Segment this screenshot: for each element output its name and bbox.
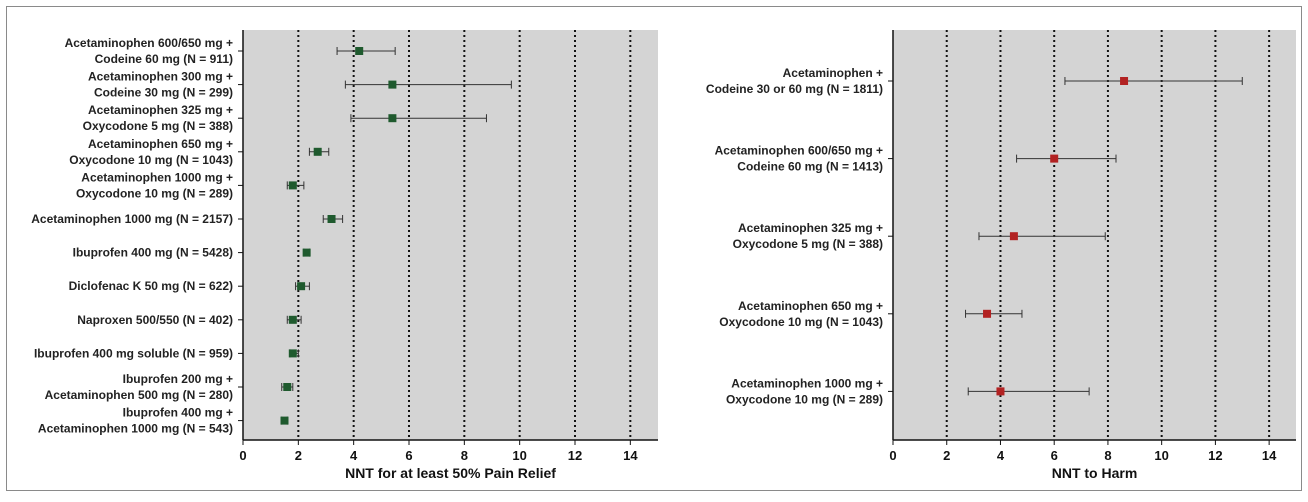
row-label-line: Ibuprofen 400 mg soluble (N = 959) — [34, 346, 233, 360]
x-tick-label: 8 — [461, 448, 468, 463]
row-label: Acetaminophen + Codeine 30 or 60 mg (N = … — [706, 66, 883, 96]
nnt-point — [288, 181, 297, 190]
x-tick-label: 0 — [239, 448, 246, 463]
row-label-line: Acetaminophen 1000 mg (N = 2157) — [31, 212, 233, 226]
row-label: Acetaminophen 1000 mg (N = 2157) — [31, 212, 233, 226]
nnt-point — [1120, 77, 1129, 85]
row-label: Ibuprofen 400 mg + Acetaminophen 1000 mg … — [38, 406, 233, 436]
row-label-line: Acetaminophen 325 mg + — [88, 103, 233, 117]
row-label-line: Acetaminophen 1000 mg + — [731, 376, 883, 390]
nnt-point — [313, 147, 322, 156]
row-label-line: Oxycodone 10 mg (N = 289) — [726, 392, 883, 406]
x-tick-label: 0 — [889, 448, 896, 463]
row-label-line: Acetaminophen 300 mg + — [88, 70, 233, 84]
harm-panel: 0 2 4 6 8 10 12 14 NNT to Harm Acetaminophen + Cod… — [706, 30, 1296, 481]
row-label-line: Acetaminophen 1000 mg + — [81, 170, 233, 184]
nnt-point — [302, 248, 311, 257]
row-label: Acetaminophen 600/650 mg + Codeine 60 mg … — [65, 36, 233, 66]
nnt-point — [1050, 154, 1059, 163]
row-label: Acetaminophen 600/650 mg + Codeine 60 mg … — [715, 144, 883, 174]
row-label-line: Acetaminophen + — [783, 66, 883, 80]
nnt-point — [355, 47, 364, 55]
nnt-point — [388, 80, 397, 89]
row-label-line: Naproxen 500/550 (N = 402) — [77, 313, 233, 327]
x-tick-label: 2 — [295, 448, 302, 463]
nnt-point — [288, 315, 297, 324]
nnt-point — [1009, 232, 1018, 241]
row-label: Acetaminophen 300 mg + Codeine 30 mg (N =… — [88, 70, 233, 100]
row-label: Naproxen 500/550 (N = 402) — [77, 313, 233, 327]
x-tick-label: 8 — [1104, 448, 1111, 463]
row-label-line: Acetaminophen 1000 mg (N = 543) — [38, 422, 233, 436]
nnt-point — [288, 349, 297, 358]
x-tick-label: 2 — [943, 448, 950, 463]
row-label-line: Codeine 60 mg (N = 911) — [95, 52, 233, 66]
nnt-point — [388, 114, 397, 123]
row-label-line: Oxycodone 5 mg (N = 388) — [733, 237, 883, 251]
row-label: Acetaminophen 650 mg + Oxycodone 10 mg (N… — [69, 137, 233, 167]
row-label-line: Codeine 30 mg (N = 299) — [94, 86, 233, 100]
row-label-line: Codeine 60 mg (N = 1413) — [737, 160, 883, 174]
row-label: Acetaminophen 325 mg + Oxycodone 5 mg (N … — [733, 221, 883, 251]
nnt-point — [996, 387, 1005, 396]
row-label-line: Acetaminophen 325 mg + — [738, 221, 883, 235]
row-label: Ibuprofen 400 mg soluble (N = 959) — [34, 346, 233, 360]
nnt-point — [297, 282, 306, 291]
row-label-line: Acetaminophen 650 mg + — [738, 299, 883, 313]
plot-area — [243, 30, 658, 440]
nnt-point — [983, 309, 992, 318]
row-label: Acetaminophen 650 mg + Oxycodone 10 mg (N… — [719, 299, 883, 329]
pain-relief-panel: 0 2 4 6 8 10 12 14 NNT for at least 50% Pain Rel… — [31, 30, 658, 481]
row-label-line: Acetaminophen 600/650 mg + — [715, 144, 883, 158]
x-tick-label: 10 — [1154, 448, 1168, 463]
row-label-line: Oxycodone 10 mg (N = 1043) — [69, 153, 233, 167]
x-tick-label: 4 — [350, 448, 358, 463]
x-tick-label: 14 — [1262, 448, 1277, 463]
row-label: Ibuprofen 400 mg (N = 5428) — [73, 246, 233, 260]
x-tick-label: 10 — [512, 448, 526, 463]
row-label: Acetaminophen 325 mg + Oxycodone 5 mg (N … — [83, 103, 233, 133]
row-label-line: Ibuprofen 200 mg + — [123, 372, 233, 386]
x-tick-label: 12 — [568, 448, 582, 463]
x-axis-title: NNT for at least 50% Pain Relief — [345, 465, 556, 481]
row-label: Diclofenac K 50 mg (N = 622) — [69, 279, 233, 293]
row-label-line: Oxycodone 10 mg (N = 1043) — [719, 315, 883, 329]
x-tick-label: 4 — [997, 448, 1005, 463]
row-label-line: Ibuprofen 400 mg (N = 5428) — [73, 246, 233, 260]
row-label: Acetaminophen 1000 mg + Oxycodone 10 mg (… — [76, 170, 233, 200]
x-tick-label: 6 — [405, 448, 412, 463]
plot-area — [893, 30, 1296, 440]
x-tick-label: 14 — [623, 448, 638, 463]
row-label-line: Ibuprofen 400 mg + — [123, 406, 233, 420]
row-label-line: Oxycodone 5 mg (N = 388) — [83, 119, 233, 133]
nnt-point — [280, 416, 289, 425]
nnt-point — [283, 383, 292, 391]
x-axis-title: NNT to Harm — [1052, 465, 1138, 481]
row-label-line: Acetaminophen 600/650 mg + — [65, 36, 233, 50]
row-label-line: Acetaminophen 650 mg + — [88, 137, 233, 151]
row-label: Ibuprofen 200 mg + Acetaminophen 500 mg (… — [45, 372, 233, 402]
nnt-point — [327, 215, 336, 223]
row-label: Acetaminophen 1000 mg + Oxycodone 10 mg (… — [726, 376, 883, 406]
row-label-line: Diclofenac K 50 mg (N = 622) — [69, 279, 233, 293]
row-label-line: Acetaminophen 500 mg (N = 280) — [45, 388, 233, 402]
row-label-line: Oxycodone 10 mg (N = 289) — [76, 186, 233, 200]
x-tick-label: 6 — [1051, 448, 1058, 463]
x-tick-label: 12 — [1208, 448, 1222, 463]
row-label-line: Codeine 30 or 60 mg (N = 1811) — [706, 82, 883, 96]
